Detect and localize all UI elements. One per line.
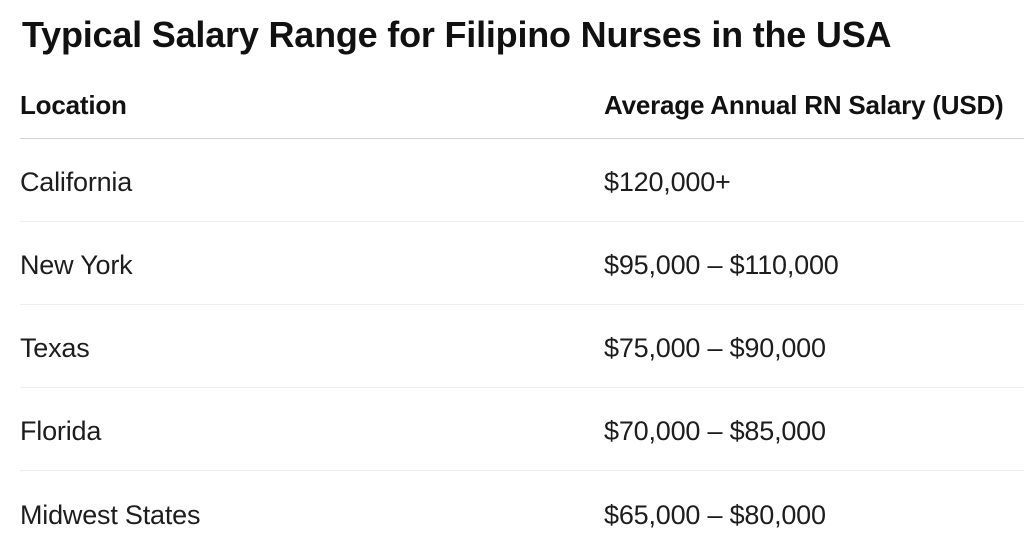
- location-cell: Florida: [20, 416, 102, 446]
- location-cell: Midwest States: [20, 499, 201, 530]
- location-cell: Texas: [20, 333, 90, 363]
- salary-cell: $95,000 – $110,000: [604, 250, 839, 280]
- salary-cell: $75,000 – $90,000: [604, 333, 826, 363]
- salary-table: Location Average Annual RN Salary (USD) …: [20, 56, 1024, 554]
- column-header-location: Location: [20, 90, 127, 120]
- table-header-row: Location Average Annual RN Salary (USD): [20, 56, 1024, 139]
- salary-cell: $120,000+: [604, 167, 731, 197]
- table-row: Florida $70,000 – $85,000: [20, 388, 1024, 471]
- page-title: Typical Salary Range for Filipino Nurses…: [22, 14, 892, 55]
- article-section: Typical Salary Range for Filipino Nurses…: [20, 0, 1024, 554]
- location-cell: California: [20, 167, 133, 197]
- location-cell: New York: [20, 250, 133, 280]
- salary-cell: $65,000 – $80,000: [604, 499, 826, 530]
- table-row: Texas $75,000 – $90,000: [20, 305, 1024, 388]
- table-row: California $120,000+: [20, 139, 1024, 222]
- table-row: New York $95,000 – $110,000: [20, 222, 1024, 305]
- column-header-salary: Average Annual RN Salary (USD): [604, 90, 1004, 120]
- table-row: Midwest States $65,000 – $80,000: [20, 471, 1024, 554]
- salary-cell: $70,000 – $85,000: [604, 416, 826, 446]
